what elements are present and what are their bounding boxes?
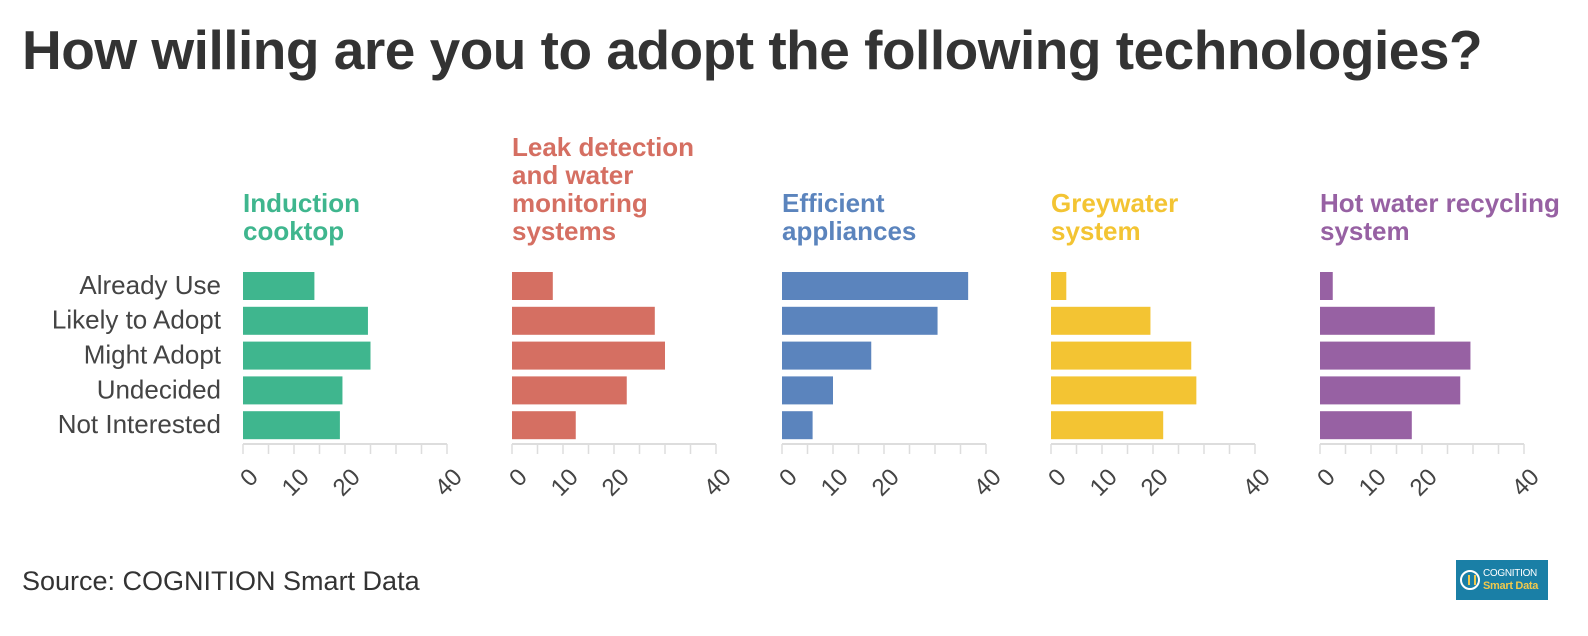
- bar-leak-detection-and-water-monitoring-systems-undecided: [512, 376, 627, 405]
- bar-hot-water-recycling-system-might-adopt: [1320, 341, 1471, 370]
- x-tick-label: 0: [1312, 464, 1341, 493]
- bar-leak-detection-and-water-monitoring-systems-not-interested: [512, 411, 576, 440]
- panel-title-efficient-appliances-line-2: appliances: [782, 216, 916, 246]
- bar-greywater-system-not-interested: [1051, 411, 1164, 440]
- x-tick-label: 10: [1354, 464, 1392, 502]
- bar-hot-water-recycling-system-already-use: [1320, 272, 1333, 300]
- x-tick-label: 20: [597, 464, 635, 502]
- x-tick-label: 0: [774, 464, 803, 493]
- panel-title-hot-water-recycling-system-line-2: system: [1320, 216, 1410, 246]
- category-label-might-adopt: Might Adopt: [84, 339, 222, 369]
- x-tick-label: 0: [504, 464, 533, 493]
- bar-efficient-appliances-might-adopt: [782, 341, 872, 370]
- brain-icon: [1460, 570, 1480, 590]
- bar-induction-cooktop-undecided: [243, 376, 343, 405]
- bar-induction-cooktop-not-interested: [243, 411, 340, 440]
- panel-title-induction-cooktop-line-1: Induction: [243, 188, 360, 218]
- x-tick-label: 0: [235, 464, 264, 493]
- x-tick-label: 10: [816, 464, 854, 502]
- cognition-logo: COGNITION Smart Data: [1456, 560, 1548, 600]
- bar-induction-cooktop-already-use: [243, 272, 315, 300]
- bar-leak-detection-and-water-monitoring-systems-might-adopt: [512, 341, 665, 370]
- bar-induction-cooktop-likely-to-adopt: [243, 306, 368, 335]
- bar-greywater-system-likely-to-adopt: [1051, 306, 1151, 335]
- panel-title-greywater-system-line-1: Greywater: [1051, 188, 1178, 218]
- panel-title-leak-detection-and-water-monitoring-systems-line-2: and water: [512, 160, 633, 190]
- x-tick-label: 40: [430, 464, 468, 502]
- bar-greywater-system-already-use: [1051, 272, 1067, 300]
- bar-hot-water-recycling-system-likely-to-adopt: [1320, 306, 1435, 335]
- bar-efficient-appliances-not-interested: [782, 411, 813, 440]
- x-tick-label: 20: [1136, 464, 1174, 502]
- panel-title-greywater-system-line-2: system: [1051, 216, 1141, 246]
- x-tick-label: 40: [969, 464, 1007, 502]
- x-tick-label: 20: [328, 464, 366, 502]
- bar-hot-water-recycling-system-not-interested: [1320, 411, 1412, 440]
- bar-hot-water-recycling-system-undecided: [1320, 376, 1461, 405]
- category-label-undecided: Undecided: [97, 374, 221, 404]
- x-tick-label: 20: [867, 464, 905, 502]
- bar-leak-detection-and-water-monitoring-systems-likely-to-adopt: [512, 306, 655, 335]
- category-label-not-interested: Not Interested: [58, 409, 221, 439]
- x-tick-label: 40: [1507, 464, 1545, 502]
- bar-greywater-system-might-adopt: [1051, 341, 1192, 370]
- panel-title-leak-detection-and-water-monitoring-systems-line-4: systems: [512, 216, 616, 246]
- x-tick-label: 10: [1085, 464, 1123, 502]
- bar-leak-detection-and-water-monitoring-systems-already-use: [512, 272, 553, 300]
- bar-efficient-appliances-already-use: [782, 272, 969, 300]
- panel-title-hot-water-recycling-system-line-1: Hot water recycling: [1320, 188, 1560, 218]
- bar-efficient-appliances-likely-to-adopt: [782, 306, 938, 335]
- x-tick-label: 10: [546, 464, 584, 502]
- category-label-already-use: Already Use: [79, 270, 221, 300]
- panel-title-leak-detection-and-water-monitoring-systems-line-1: Leak detection: [512, 132, 694, 162]
- panel-title-leak-detection-and-water-monitoring-systems-line-3: monitoring: [512, 188, 648, 218]
- source-note: Source: COGNITION Smart Data: [22, 566, 420, 596]
- logo-line-2: Smart Data: [1483, 580, 1539, 592]
- x-tick-label: 0: [1043, 464, 1072, 493]
- x-tick-label: 40: [1238, 464, 1276, 502]
- logo-line-1: COGNITION: [1483, 568, 1537, 579]
- category-label-likely-to-adopt: Likely to Adopt: [52, 305, 222, 335]
- chart-title: How willing are you to adopt the followi…: [22, 19, 1483, 81]
- panel-title-induction-cooktop-line-2: cooktop: [243, 216, 344, 246]
- x-tick-label: 40: [699, 464, 737, 502]
- bar-induction-cooktop-might-adopt: [243, 341, 371, 370]
- bar-greywater-system-undecided: [1051, 376, 1197, 405]
- x-tick-label: 10: [277, 464, 315, 502]
- bar-efficient-appliances-undecided: [782, 376, 833, 405]
- x-tick-label: 20: [1405, 464, 1443, 502]
- panel-title-efficient-appliances-line-1: Efficient: [782, 188, 885, 218]
